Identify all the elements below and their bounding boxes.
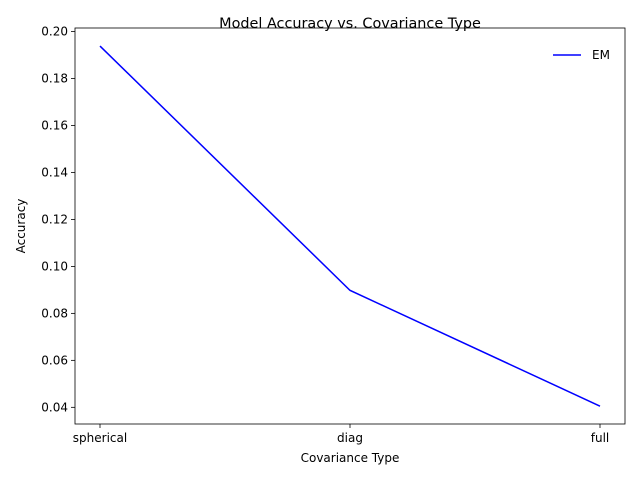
y-tick-label: 0.04	[41, 400, 68, 414]
y-tick-label: 0.20	[41, 25, 68, 39]
y-axis-label: Accuracy	[14, 199, 28, 254]
y-tick-label: 0.14	[41, 165, 68, 179]
legend: EM	[553, 48, 610, 62]
y-tick-label: 0.12	[41, 212, 68, 226]
y-tick-label: 0.18	[41, 71, 68, 85]
y-tick-label: 0.06	[41, 353, 68, 367]
plot-area-frame	[74, 27, 626, 425]
y-tick-label: 0.10	[41, 259, 68, 273]
series-layer	[99, 45, 601, 407]
x-tick-label-diag: diag	[337, 431, 363, 445]
y-tick-label: 0.16	[41, 118, 68, 132]
chart-title: Model Accuracy vs. Covariance Type	[219, 16, 481, 32]
y-axis: 0.04 0.06 0.08 0.10 0.12 0.14 0.16 0.18 0.20	[41, 25, 75, 414]
series-line-em	[99, 45, 601, 407]
x-axis-label: Covariance Type	[301, 451, 400, 465]
x-axis: spherical diag full	[73, 424, 609, 445]
x-tick-label-full: full	[591, 431, 610, 445]
x-tick-label-spherical: spherical	[73, 431, 127, 445]
y-tick-label: 0.08	[41, 306, 68, 320]
legend-label-em: EM	[592, 48, 610, 62]
